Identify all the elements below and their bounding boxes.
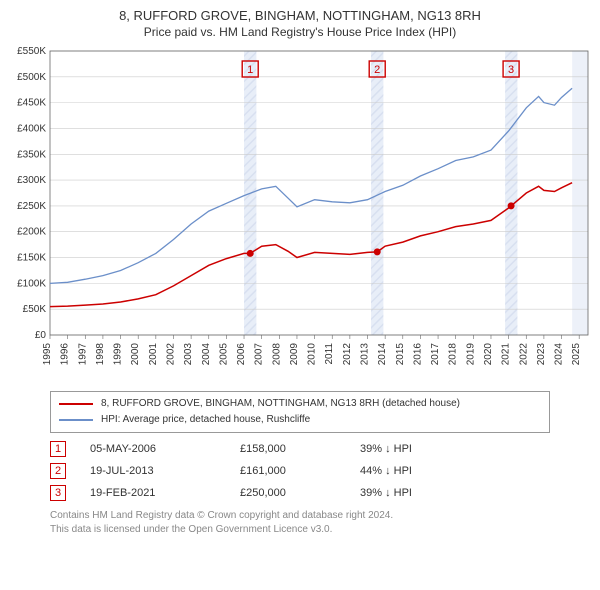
sale-row-3: 3 19-FEB-2021 £250,000 39% ↓ HPI [50,485,592,501]
sale-price-2: £161,000 [240,465,360,477]
sale-date-1: 05-MAY-2006 [90,443,240,455]
svg-text:2025: 2025 [571,343,582,366]
svg-text:1996: 1996 [60,343,71,366]
svg-text:£400K: £400K [17,123,46,134]
svg-text:£450K: £450K [17,98,46,109]
svg-text:2011: 2011 [324,343,335,365]
svg-text:£150K: £150K [17,253,46,264]
svg-text:2003: 2003 [183,343,194,366]
svg-text:1997: 1997 [77,343,88,366]
svg-text:1998: 1998 [95,343,106,366]
svg-text:2013: 2013 [360,343,371,366]
svg-text:2021: 2021 [501,343,512,366]
legend-swatch-hpi [59,419,93,421]
svg-text:2: 2 [374,64,380,76]
svg-text:2001: 2001 [148,343,159,366]
svg-text:2010: 2010 [307,343,318,366]
sale-marker-1: 1 [50,441,66,457]
sale-price-1: £158,000 [240,443,360,455]
legend-label-property: 8, RUFFORD GROVE, BINGHAM, NOTTINGHAM, N… [101,396,460,412]
chart-title-block: 8, RUFFORD GROVE, BINGHAM, NOTTINGHAM, N… [8,8,592,39]
sales-table: 1 05-MAY-2006 £158,000 39% ↓ HPI 2 19-JU… [50,441,592,501]
sale-delta-2: 44% ↓ HPI [360,465,480,477]
svg-text:£350K: £350K [17,149,46,160]
svg-text:£550K: £550K [17,46,46,57]
svg-text:2024: 2024 [554,343,565,366]
svg-text:£250K: £250K [17,201,46,212]
svg-text:2006: 2006 [236,343,247,366]
svg-text:3: 3 [508,64,514,76]
svg-text:£0: £0 [35,330,47,341]
svg-text:2012: 2012 [342,343,353,366]
sale-delta-3: 39% ↓ HPI [360,487,480,499]
legend-item-hpi: HPI: Average price, detached house, Rush… [59,412,541,428]
svg-text:£50K: £50K [23,304,47,315]
title-address: 8, RUFFORD GROVE, BINGHAM, NOTTINGHAM, N… [8,8,592,23]
svg-text:2014: 2014 [377,343,388,366]
legend-item-property: 8, RUFFORD GROVE, BINGHAM, NOTTINGHAM, N… [59,396,541,412]
svg-text:1995: 1995 [42,343,53,366]
svg-text:2016: 2016 [412,343,423,366]
svg-text:£300K: £300K [17,175,46,186]
chart-legend: 8, RUFFORD GROVE, BINGHAM, NOTTINGHAM, N… [50,391,550,433]
svg-text:2020: 2020 [483,343,494,366]
footer-line2: This data is licensed under the Open Gov… [50,523,592,537]
footer-attribution: Contains HM Land Registry data © Crown c… [50,509,592,537]
svg-text:2022: 2022 [518,343,529,366]
sale-date-2: 19-JUL-2013 [90,465,240,477]
svg-text:2015: 2015 [395,343,406,366]
sale-price-3: £250,000 [240,487,360,499]
sale-marker-3: 3 [50,485,66,501]
svg-text:2008: 2008 [271,343,282,366]
title-subtitle: Price paid vs. HM Land Registry's House … [8,25,592,39]
footer-line1: Contains HM Land Registry data © Crown c… [50,509,592,523]
legend-swatch-property [59,403,93,405]
sale-row-1: 1 05-MAY-2006 £158,000 39% ↓ HPI [50,441,592,457]
svg-text:1999: 1999 [113,343,124,366]
sale-row-2: 2 19-JUL-2013 £161,000 44% ↓ HPI [50,463,592,479]
svg-text:£100K: £100K [17,278,46,289]
svg-text:2018: 2018 [448,343,459,366]
svg-text:2023: 2023 [536,343,547,366]
svg-text:2019: 2019 [465,343,476,366]
sale-marker-2: 2 [50,463,66,479]
svg-text:2007: 2007 [254,343,265,366]
svg-text:£500K: £500K [17,72,46,83]
svg-text:2017: 2017 [430,343,441,366]
svg-text:2005: 2005 [218,343,229,366]
svg-text:2004: 2004 [201,343,212,366]
svg-text:2002: 2002 [165,343,176,366]
svg-text:2009: 2009 [289,343,300,366]
svg-text:2000: 2000 [130,343,141,366]
chart-svg: £0 £50K £100K £150K £200K £250K £300K £350K £400… [8,45,592,385]
legend-label-hpi: HPI: Average price, detached house, Rush… [101,412,310,428]
price-chart: £0 £50K £100K £150K £200K £250K £300K £350K £400… [8,45,592,385]
sale-delta-1: 39% ↓ HPI [360,443,480,455]
svg-text:1: 1 [247,64,253,76]
sale-date-3: 19-FEB-2021 [90,487,240,499]
svg-text:£200K: £200K [17,227,46,238]
